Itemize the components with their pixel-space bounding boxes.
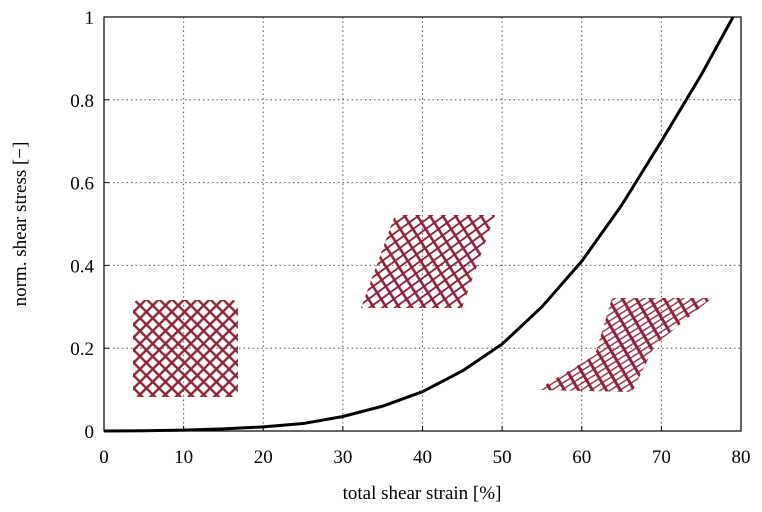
x-tick-label: 60	[572, 447, 591, 468]
x-tick-label: 40	[413, 447, 432, 468]
lattice-insets	[133, 215, 712, 397]
lattice-highly-sheared	[537, 298, 712, 392]
y-tick-label: 0.6	[70, 174, 94, 195]
x-tick-label: 50	[493, 447, 512, 468]
y-tick-label: 0.8	[70, 91, 94, 112]
x-tick-label: 80	[732, 447, 751, 468]
y-tick-label: 1	[85, 8, 95, 29]
x-tick-label: 20	[254, 447, 273, 468]
x-tick-label: 10	[174, 447, 193, 468]
x-tick-label: 0	[99, 447, 109, 468]
lattice-sheared	[361, 215, 495, 308]
x-axis-label: total shear strain [%]	[343, 483, 502, 504]
y-tick-label: 0.2	[70, 339, 94, 360]
y-tick-label: 0.4	[70, 256, 94, 277]
lattice-undeformed	[133, 300, 238, 397]
y-axis-label: norm. shear stress [−]	[10, 142, 31, 307]
chart: total shear strain [%] norm. shear stres…	[0, 0, 762, 512]
x-tick-label: 30	[333, 447, 352, 468]
x-tick-label: 70	[652, 447, 671, 468]
y-tick-label: 0	[85, 422, 95, 443]
